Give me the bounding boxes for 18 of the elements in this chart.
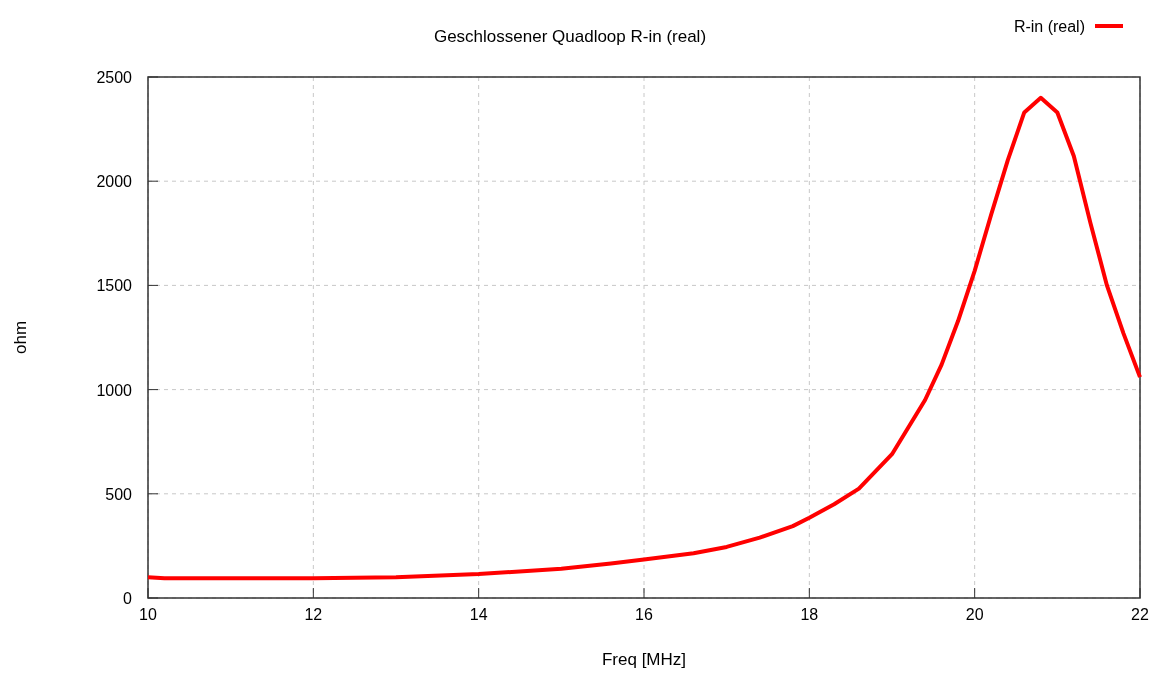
chart-title: Geschlossener Quadloop R-in (real) — [433, 27, 707, 46]
line-series — [146, 95, 1142, 581]
y-axis-title: ohm — [11, 320, 30, 355]
x-tick-label: 20 — [965, 606, 984, 623]
x-tick-label: 22 — [1131, 606, 1149, 623]
y-tick-label: 0 — [123, 590, 133, 607]
legend-label: R-in (real) — [1013, 18, 1085, 35]
y-tick-label: 2500 — [96, 69, 133, 86]
y-tick-label: 1500 — [96, 277, 133, 295]
y-tick-label: 2000 — [96, 173, 133, 191]
y-tick-label: 500 — [105, 485, 133, 503]
x-tick-label: 14 — [469, 606, 488, 623]
x-tick-label: 12 — [304, 606, 323, 623]
x-tick-label: 16 — [635, 606, 653, 623]
x-axis-title: Freq [MHz] — [601, 650, 687, 669]
y-tick-label: 1000 — [96, 381, 133, 399]
x-tick-label: 18 — [800, 606, 819, 623]
x-tick-label: 10 — [139, 606, 157, 623]
